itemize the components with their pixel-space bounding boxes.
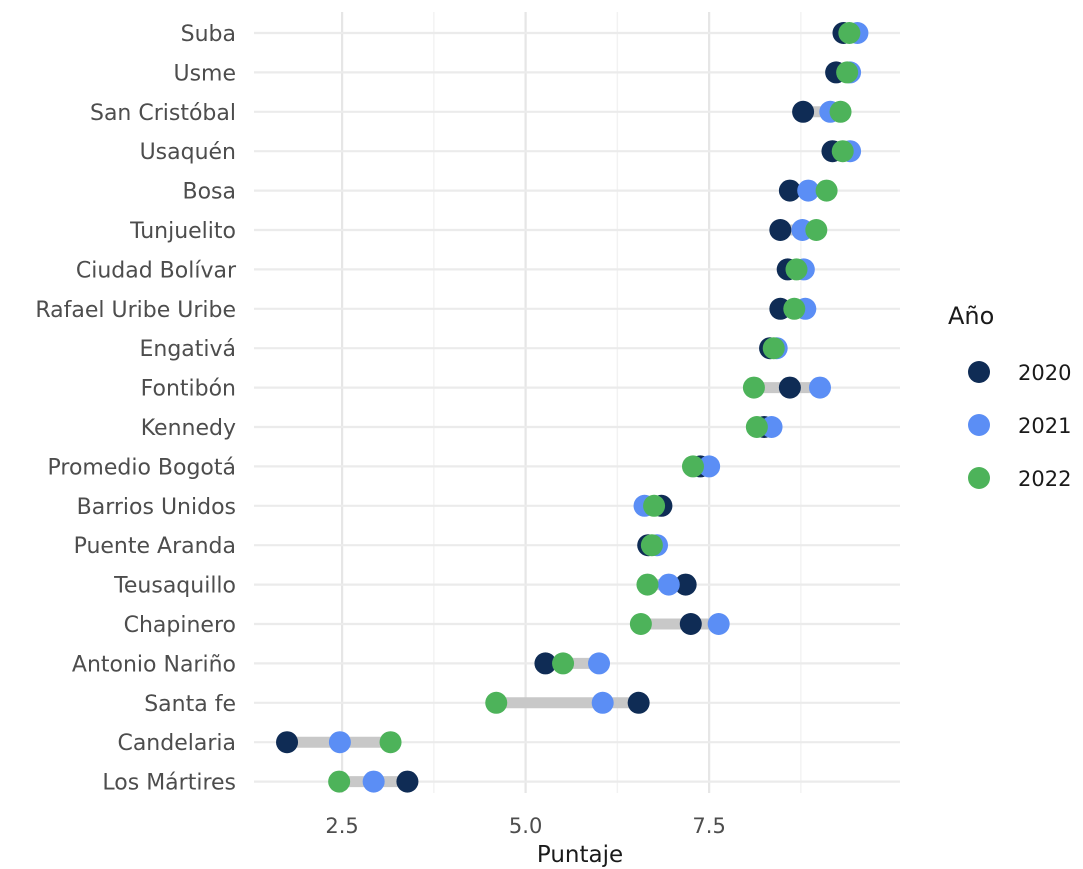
point-puente-aranda-2022 [640,534,663,557]
point-antonio-narino-2020 [534,652,557,675]
point-suba-2022 [838,22,861,44]
category-label-ciudad-bolivar: Ciudad Bolívar [76,258,237,283]
category-label-usaquen: Usaquén [140,140,236,165]
x-tick-label: 2.5 [325,814,358,838]
point-teusaquillo-2020 [674,573,697,596]
category-label-teusaquillo: Teusaquillo [113,574,236,599]
point-candelaria-2020 [276,731,299,754]
legend-label-2021: 2021 [1018,414,1071,438]
x-tick-labels: 2.5 5.0 7.5 [325,814,725,838]
category-label-rafael-uribe-uribe: Rafael Uribe Uribe [35,298,236,323]
x-axis-title: Puntaje [537,842,623,868]
category-label-barrios-unidos: Barrios Unidos [77,495,236,520]
point-usme-2022 [836,61,859,84]
category-label-santa-fe: Santa fe [144,692,236,717]
point-los-martires-2021 [362,770,385,793]
category-label-kennedy: Kennedy [141,416,236,441]
point-antonio-narino-2022 [552,652,575,675]
category-label-usme: Usme [173,61,236,86]
point-barrios-unidos-2022 [643,494,666,517]
legend-swatch-2020 [968,361,990,383]
category-label-suba: Suba [181,22,236,47]
point-santa-fe-2022 [485,691,508,714]
legend: Año 2020 2021 2022 [948,302,1071,491]
legend-entries: 2020 2021 2022 [968,361,1071,491]
point-fontibon-2020 [778,376,801,399]
point-chapinero-2022 [629,613,652,635]
category-labels: Suba Usme San Cristóbal Usaquén Bosa Tunjueli… [35,22,237,796]
point-kennedy-2022 [745,416,768,438]
grid-layer [254,12,900,793]
point-fontibon-2022 [742,376,765,399]
legend-label-2022: 2022 [1018,467,1071,491]
x-tick-label: 7.5 [692,814,725,838]
point-bosa-2021 [797,179,820,202]
point-antonio-narino-2021 [588,652,611,675]
category-label-bosa: Bosa [183,180,237,205]
category-label-los-martires: Los Mártires [102,771,236,796]
point-san-cristobal-2020 [792,100,815,123]
category-label-chapinero: Chapinero [124,613,236,638]
point-bosa-2020 [778,179,801,202]
category-label-promedio-bogota: Promedio Bogotá [48,455,236,480]
point-candelaria-2022 [379,731,402,754]
point-chapinero-2021 [707,613,730,635]
point-bosa-2022 [815,179,838,202]
point-santa-fe-2020 [627,691,650,714]
point-fontibon-2021 [808,376,831,399]
category-label-fontibon: Fontibón [141,377,236,402]
category-label-engativa: Engativá [139,337,236,362]
point-teusaquillo-2021 [657,573,680,596]
point-engativa-2022 [762,337,785,360]
points-layer [276,22,869,793]
point-los-martires-2020 [396,770,419,793]
x-tick-label: 5.0 [509,814,542,838]
point-usaquen-2022 [831,140,854,163]
point-chapinero-2020 [679,613,702,635]
point-tunjuelito-2020 [769,219,792,241]
point-san-cristobal-2022 [829,100,852,123]
point-rafael-uribe-uribe-2022 [783,297,806,320]
point-promedio-bogota-2022 [681,455,704,478]
point-teusaquillo-2022 [636,573,659,596]
point-promedio-bogota-2021 [698,455,721,478]
category-label-tunjuelito: Tunjuelito [129,219,236,244]
legend-swatch-2022 [968,467,990,489]
category-label-san-cristobal: San Cristóbal [90,101,236,126]
point-candelaria-2021 [328,731,351,754]
category-label-antonio-narino: Antonio Nariño [72,652,236,677]
point-ciudad-bolivar-2022 [785,258,808,281]
legend-swatch-2021 [968,414,990,436]
point-santa-fe-2021 [591,691,614,714]
point-tunjuelito-2022 [805,219,828,241]
legend-title: Año [948,302,994,330]
legend-label-2020: 2020 [1018,361,1071,385]
category-label-puente-aranda: Puente Aranda [74,534,236,559]
category-label-candelaria: Candelaria [117,731,236,756]
point-los-martires-2022 [328,770,351,793]
